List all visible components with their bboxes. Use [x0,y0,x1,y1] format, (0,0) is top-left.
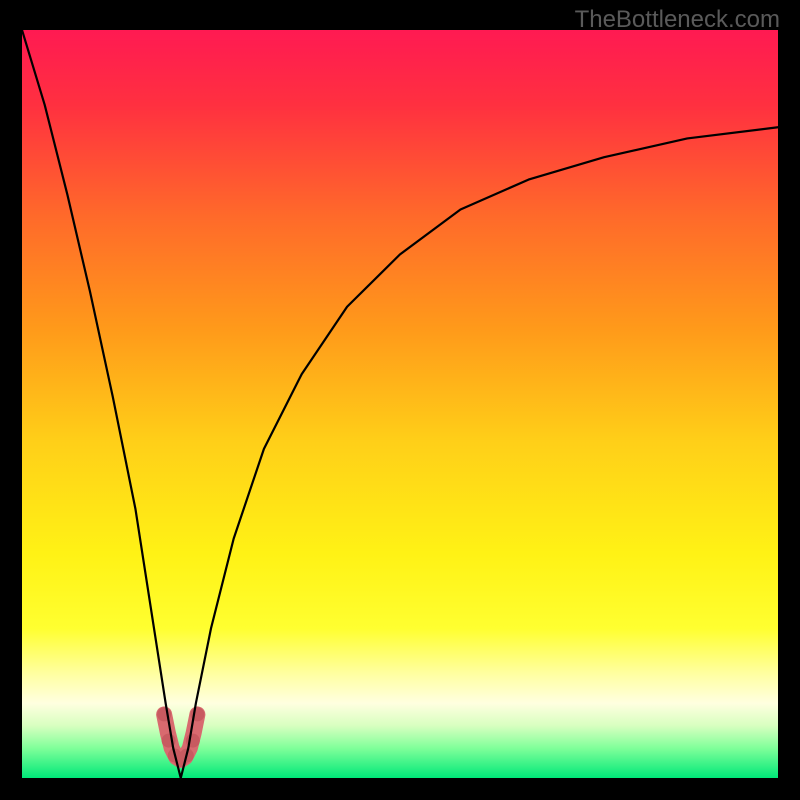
plot-area [22,30,778,778]
highlight-dots [157,707,204,767]
plot-frame [22,30,778,778]
chart-canvas: TheBottleneck.com [0,0,800,800]
curve-layer [22,30,778,778]
bottleneck-curve [22,30,778,778]
